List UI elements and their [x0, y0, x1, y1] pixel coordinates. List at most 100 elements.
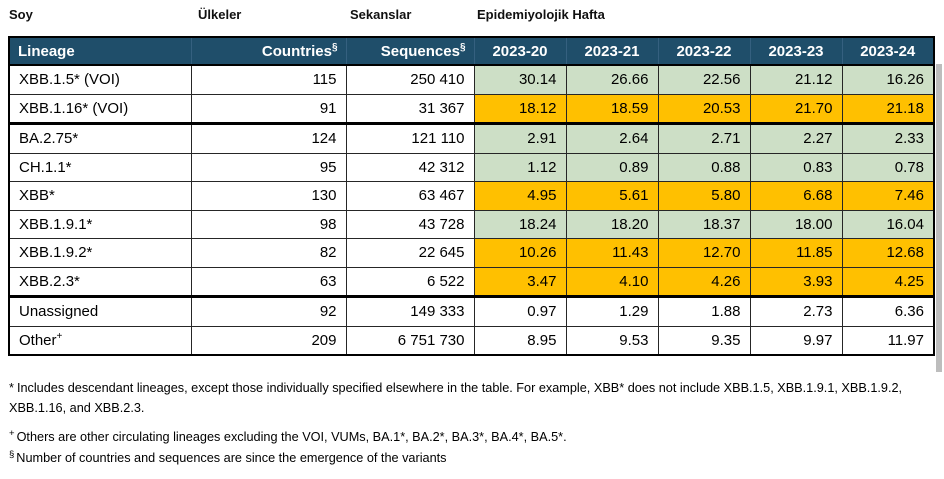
- table-row: XBB.1.5* (VOI) 115 250 410 30.14 26.66 22.56 2…: [8, 64, 935, 95]
- header-week: 2023-20: [473, 36, 567, 66]
- countries-cell: 95: [190, 152, 347, 182]
- lineage-cell: BA.2.75*: [8, 123, 192, 154]
- week-value-cell: 18.00: [749, 209, 843, 239]
- week-value-cell: 22.56: [657, 64, 751, 95]
- week-value-cell: 3.93: [749, 266, 843, 298]
- countries-cell: 130: [190, 181, 347, 211]
- table-row: XBB.1.9.2* 82 22 645 10.26 11.43 12.70 11.85 12…: [8, 238, 935, 268]
- sequences-cell: 31 367: [345, 93, 475, 125]
- footnote-marker-asterisk: *: [9, 381, 14, 395]
- week-value-cell: 21.18: [841, 93, 935, 125]
- week-value-cell: 18.37: [657, 209, 751, 239]
- table-row: CH.1.1* 95 42 312 1.12 0.89 0.88 0.83 0.78: [8, 152, 935, 182]
- countries-cell: 63: [190, 266, 347, 298]
- table-row: Other+ 209 6 751 730 8.95 9.53 9.35 9.97 11.97: [8, 325, 935, 356]
- countries-cell: 98: [190, 209, 347, 239]
- week-value-cell: 4.26: [657, 266, 751, 298]
- week-value-cell: 11.85: [749, 238, 843, 268]
- footnote-marker-section: §: [9, 449, 15, 461]
- table-row: Unassigned 92 149 333 0.97 1.29 1.88 2.73 6.36: [8, 296, 935, 327]
- week-value-cell: 10.26: [473, 238, 567, 268]
- week-value-cell: 6.68: [749, 181, 843, 211]
- week-value-cell: 2.27: [749, 123, 843, 154]
- week-value-cell: 0.97: [473, 296, 567, 327]
- week-value-cell: 16.26: [841, 64, 935, 95]
- footnote-marker-plus: +: [9, 428, 15, 440]
- header-sequences-sup: §: [459, 42, 466, 53]
- week-value-cell: 12.70: [657, 238, 751, 268]
- countries-cell: 115: [190, 64, 347, 95]
- table-row: XBB.2.3* 63 6 522 3.47 4.10 4.26 3.93 4.25: [8, 266, 935, 298]
- sequences-cell: 22 645: [345, 238, 475, 268]
- header-week: 2023-24: [841, 36, 935, 66]
- countries-cell: 124: [190, 123, 347, 154]
- sequences-cell: 149 333: [345, 296, 475, 327]
- countries-cell: 82: [190, 238, 347, 268]
- week-value-cell: 2.73: [749, 296, 843, 327]
- week-value-cell: 1.12: [473, 152, 567, 182]
- week-value-cell: 12.68: [841, 238, 935, 268]
- week-value-cell: 0.83: [749, 152, 843, 182]
- week-value-cell: 18.24: [473, 209, 567, 239]
- header-sequences-label: Sequences: [380, 43, 460, 60]
- sequences-cell: 121 110: [345, 123, 475, 154]
- week-value-cell: 18.20: [565, 209, 659, 239]
- week-value-cell: 16.04: [841, 209, 935, 239]
- header-countries-sup: §: [331, 42, 338, 53]
- week-value-cell: 8.95: [473, 325, 567, 356]
- week-value-cell: 18.12: [473, 93, 567, 125]
- sequences-cell: 6 522: [345, 266, 475, 298]
- sequences-cell: 63 467: [345, 181, 475, 211]
- header-week: 2023-23: [749, 36, 843, 66]
- week-value-cell: 5.80: [657, 181, 751, 211]
- lineage-cell: XBB.1.9.2*: [8, 238, 192, 268]
- lineage-cell: XBB.1.9.1*: [8, 209, 192, 239]
- week-value-cell: 21.70: [749, 93, 843, 125]
- label-sekanslar: Sekanslar: [350, 7, 412, 22]
- table-header-row: Lineage Countries§ Sequences§ 2023-20 202…: [8, 36, 935, 66]
- week-value-cell: 1.29: [565, 296, 659, 327]
- lineage-cell: CH.1.1*: [8, 152, 192, 182]
- footnote-text: Includes descendant lineages, except tho…: [9, 381, 903, 415]
- week-value-cell: 4.10: [565, 266, 659, 298]
- lineage-cell: XBB.1.16* (VOI): [8, 93, 192, 125]
- table-body: XBB.1.5* (VOI) 115 250 410 30.14 26.66 22.56 2…: [8, 64, 935, 356]
- week-value-cell: 2.91: [473, 123, 567, 154]
- sequences-cell: 6 751 730: [345, 325, 475, 356]
- week-value-cell: 0.78: [841, 152, 935, 182]
- header-lineage: Lineage: [8, 36, 192, 66]
- sequences-cell: 250 410: [345, 64, 475, 95]
- sequences-cell: 43 728: [345, 209, 475, 239]
- week-value-cell: 21.12: [749, 64, 843, 95]
- week-value-cell: 2.71: [657, 123, 751, 154]
- countries-cell: 91: [190, 93, 347, 125]
- week-value-cell: 11.43: [565, 238, 659, 268]
- week-value-cell: 18.59: [565, 93, 659, 125]
- table-row: XBB* 130 63 467 4.95 5.61 5.80 6.68 7.46: [8, 181, 935, 211]
- table-drop-shadow: [936, 64, 942, 372]
- countries-cell: 209: [190, 325, 347, 356]
- week-value-cell: 2.33: [841, 123, 935, 154]
- label-epidemiyolojik-hafta: Epidemiyolojik Hafta: [477, 7, 605, 22]
- week-value-cell: 1.88: [657, 296, 751, 327]
- week-value-cell: 11.97: [841, 325, 935, 356]
- table-row: XBB.1.16* (VOI) 91 31 367 18.12 18.59 20.53 21…: [8, 93, 935, 125]
- label-soy: Soy: [9, 7, 33, 22]
- variant-proportion-table: Lineage Countries§ Sequences§ 2023-20 202…: [8, 36, 935, 356]
- week-value-cell: 7.46: [841, 181, 935, 211]
- week-value-cell: 30.14: [473, 64, 567, 95]
- week-value-cell: 4.25: [841, 266, 935, 298]
- week-value-cell: 9.97: [749, 325, 843, 356]
- header-lineage-label: Lineage: [18, 42, 75, 60]
- lineage-cell: Unassigned: [8, 296, 192, 327]
- sequences-cell: 42 312: [345, 152, 475, 182]
- week-value-cell: 5.61: [565, 181, 659, 211]
- footnote-others: + Others are other circulating lineages e…: [9, 427, 937, 448]
- lineage-cell: Other+: [8, 325, 192, 356]
- footnote-descendant-lineages: * Includes descendant lineages, except th…: [9, 379, 937, 418]
- lineage-cell: XBB*: [8, 181, 192, 211]
- lineage-cell: XBB.2.3*: [8, 266, 192, 298]
- week-value-cell: 3.47: [473, 266, 567, 298]
- header-week: 2023-21: [565, 36, 659, 66]
